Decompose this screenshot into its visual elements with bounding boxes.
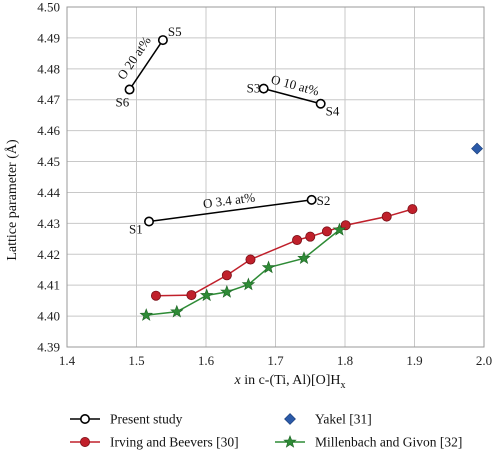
y-tick-label: 4.42 [37, 247, 60, 262]
composition-note: O 20 at% [114, 33, 154, 82]
x-tick-label: 1.9 [406, 353, 422, 368]
legend-item: Yakel [31] [284, 412, 372, 427]
data-point [170, 304, 184, 318]
data-point [381, 211, 392, 222]
plot-frame [66, 6, 485, 348]
sample-label: S3 [247, 81, 261, 96]
data-point [150, 290, 161, 301]
sample-label: S4 [326, 104, 340, 119]
data-point [340, 220, 351, 231]
series-line-segment [263, 87, 321, 105]
data-point [315, 98, 326, 109]
series-line [155, 208, 413, 297]
sample-label: S6 [116, 95, 130, 110]
data-point [297, 251, 311, 265]
composition-note: O 3.4 at% [202, 189, 256, 211]
data-point [241, 277, 256, 291]
data-point [471, 142, 483, 155]
legend-label: Present study [110, 412, 183, 427]
legend-marker [284, 413, 296, 425]
y-tick-label: 4.47 [37, 92, 60, 107]
data-point [245, 254, 256, 265]
x-axis-label-subscript: x [341, 380, 346, 391]
y-tick-label: 4.44 [37, 185, 60, 200]
data-point [306, 194, 317, 205]
data-point [199, 288, 214, 302]
x-axis-ticks: 1.4 1.5 1.6 1.7 1.8 1.9 2.0 [59, 353, 492, 368]
y-tick-label: 4.43 [37, 216, 60, 231]
legend-label: Yakel [31] [315, 412, 372, 427]
sample-label: S1 [129, 222, 143, 237]
series-yakel-31 [471, 142, 483, 155]
data-point [407, 204, 418, 215]
series-line-segment [148, 199, 312, 223]
sample-label: S5 [168, 24, 182, 39]
y-tick-label: 4.46 [37, 123, 60, 138]
legend-label: Irving and Beevers [30] [110, 435, 239, 450]
y-tick-label: 4.39 [37, 340, 60, 355]
data-point [292, 235, 303, 246]
data-point [258, 83, 269, 94]
data-point [261, 260, 276, 274]
series-line-segment [128, 39, 164, 90]
data-point [186, 290, 197, 301]
data-point [305, 231, 316, 242]
series-present-study [124, 35, 326, 227]
legend-item: Irving and Beevers [30] [70, 435, 239, 450]
legend-label: Millenbach and Givon [32] [315, 435, 462, 450]
x-tick-label: 1.8 [337, 353, 353, 368]
legend-marker [283, 434, 297, 448]
y-tick-label: 4.49 [37, 30, 60, 45]
y-tick-label: 4.40 [37, 309, 60, 324]
data-point [321, 226, 332, 237]
data-point [220, 284, 234, 298]
legend-marker [80, 436, 91, 447]
y-tick-label: 4.41 [37, 278, 60, 293]
x-axis-label: x in c-(Ti, Al)[O]Hx [233, 373, 345, 391]
data-point [124, 84, 135, 95]
legend-item: Present study [70, 412, 183, 427]
x-tick-label: 1.7 [267, 353, 284, 368]
legend-marker [80, 413, 91, 424]
x-axis-label-variable: x [233, 373, 241, 388]
data-point [221, 270, 232, 281]
sample-label: S2 [317, 193, 331, 208]
y-axis-label: Lattice parameter (Å) [4, 139, 20, 261]
x-tick-label: 2.0 [476, 353, 492, 368]
series-layer [124, 35, 483, 321]
x-tick-label: 1.6 [198, 353, 215, 368]
y-tick-label: 4.48 [37, 61, 60, 76]
grid [66, 6, 485, 348]
y-tick-label: 4.50 [37, 0, 60, 15]
x-axis-label-text: in c-(Ti, Al)[O]H [241, 373, 341, 388]
series-irving-and-beevers-30 [150, 204, 418, 301]
y-tick-label: 4.45 [37, 154, 60, 169]
x-tick-label: 1.5 [128, 353, 144, 368]
series-line [146, 229, 340, 316]
y-axis-ticks: 4.39 4.40 4.41 4.42 4.43 4.44 4.45 4.46 4.47 4.48… [37, 0, 60, 355]
series-millenbach-and-givon-32 [139, 222, 347, 321]
data-point [144, 216, 155, 227]
data-point [157, 35, 168, 46]
legend: Present study Yakel [31] Irving and Beever… [70, 412, 462, 450]
x-tick-label: 1.4 [59, 353, 76, 368]
legend-item: Millenbach and Givon [32] [275, 435, 462, 450]
data-point [139, 308, 153, 321]
data-point [332, 222, 347, 236]
composition-note: O 10 at% [269, 72, 320, 99]
